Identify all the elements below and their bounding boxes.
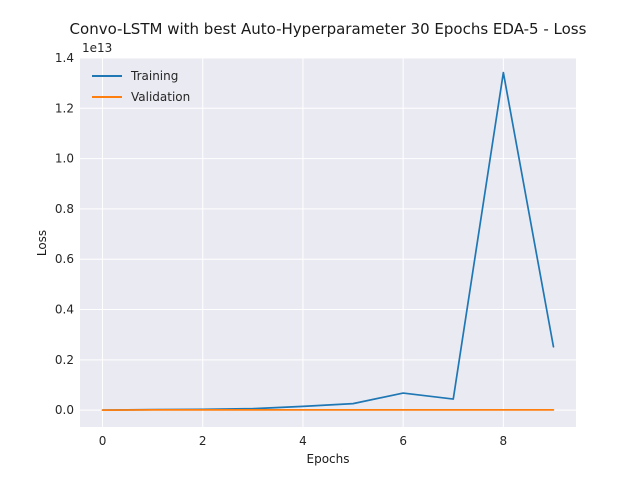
y-tick-label: 0.4 — [55, 303, 74, 317]
x-tick-label: 4 — [299, 434, 307, 448]
plot-area — [80, 58, 576, 427]
grid — [80, 57, 576, 427]
legend-label-validation: Validation — [131, 90, 190, 104]
y-tick-label: 0.6 — [55, 252, 74, 266]
y-offset-label: 1e13 — [82, 41, 112, 55]
legend-label-training: Training — [130, 69, 178, 83]
x-tick-labels: 0 2 4 6 8 — [99, 434, 507, 448]
x-axis-label: Epochs — [307, 452, 350, 466]
y-tick-label: 1.2 — [55, 101, 74, 115]
y-tick-label: 0.2 — [55, 353, 74, 367]
x-tick-label: 6 — [399, 434, 407, 448]
y-tick-label: 1.4 — [55, 51, 74, 65]
x-tick-label: 8 — [500, 434, 508, 448]
legend: Training Validation — [92, 69, 190, 104]
y-tick-label: 0.0 — [55, 403, 74, 417]
series-lines — [101, 71, 555, 411]
y-tick-labels: 0.0 0.2 0.4 0.6 0.8 1.0 1.2 1.4 — [55, 51, 74, 417]
y-tick-label: 1.0 — [55, 152, 74, 166]
y-tick-label: 0.8 — [55, 202, 74, 216]
x-tick-label: 0 — [99, 434, 107, 448]
x-tick-label: 2 — [199, 434, 207, 448]
y-axis-label: Loss — [35, 230, 49, 256]
chart-title: Convo-LSTM with best Auto-Hyperparameter… — [70, 20, 587, 38]
